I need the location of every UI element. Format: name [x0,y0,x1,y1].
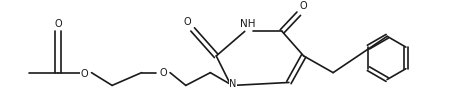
Text: NH: NH [240,19,256,29]
Text: O: O [55,19,62,29]
Text: O: O [184,17,191,27]
Text: O: O [81,69,88,79]
Text: O: O [159,68,167,78]
Text: N: N [229,79,237,89]
Text: O: O [300,1,307,11]
